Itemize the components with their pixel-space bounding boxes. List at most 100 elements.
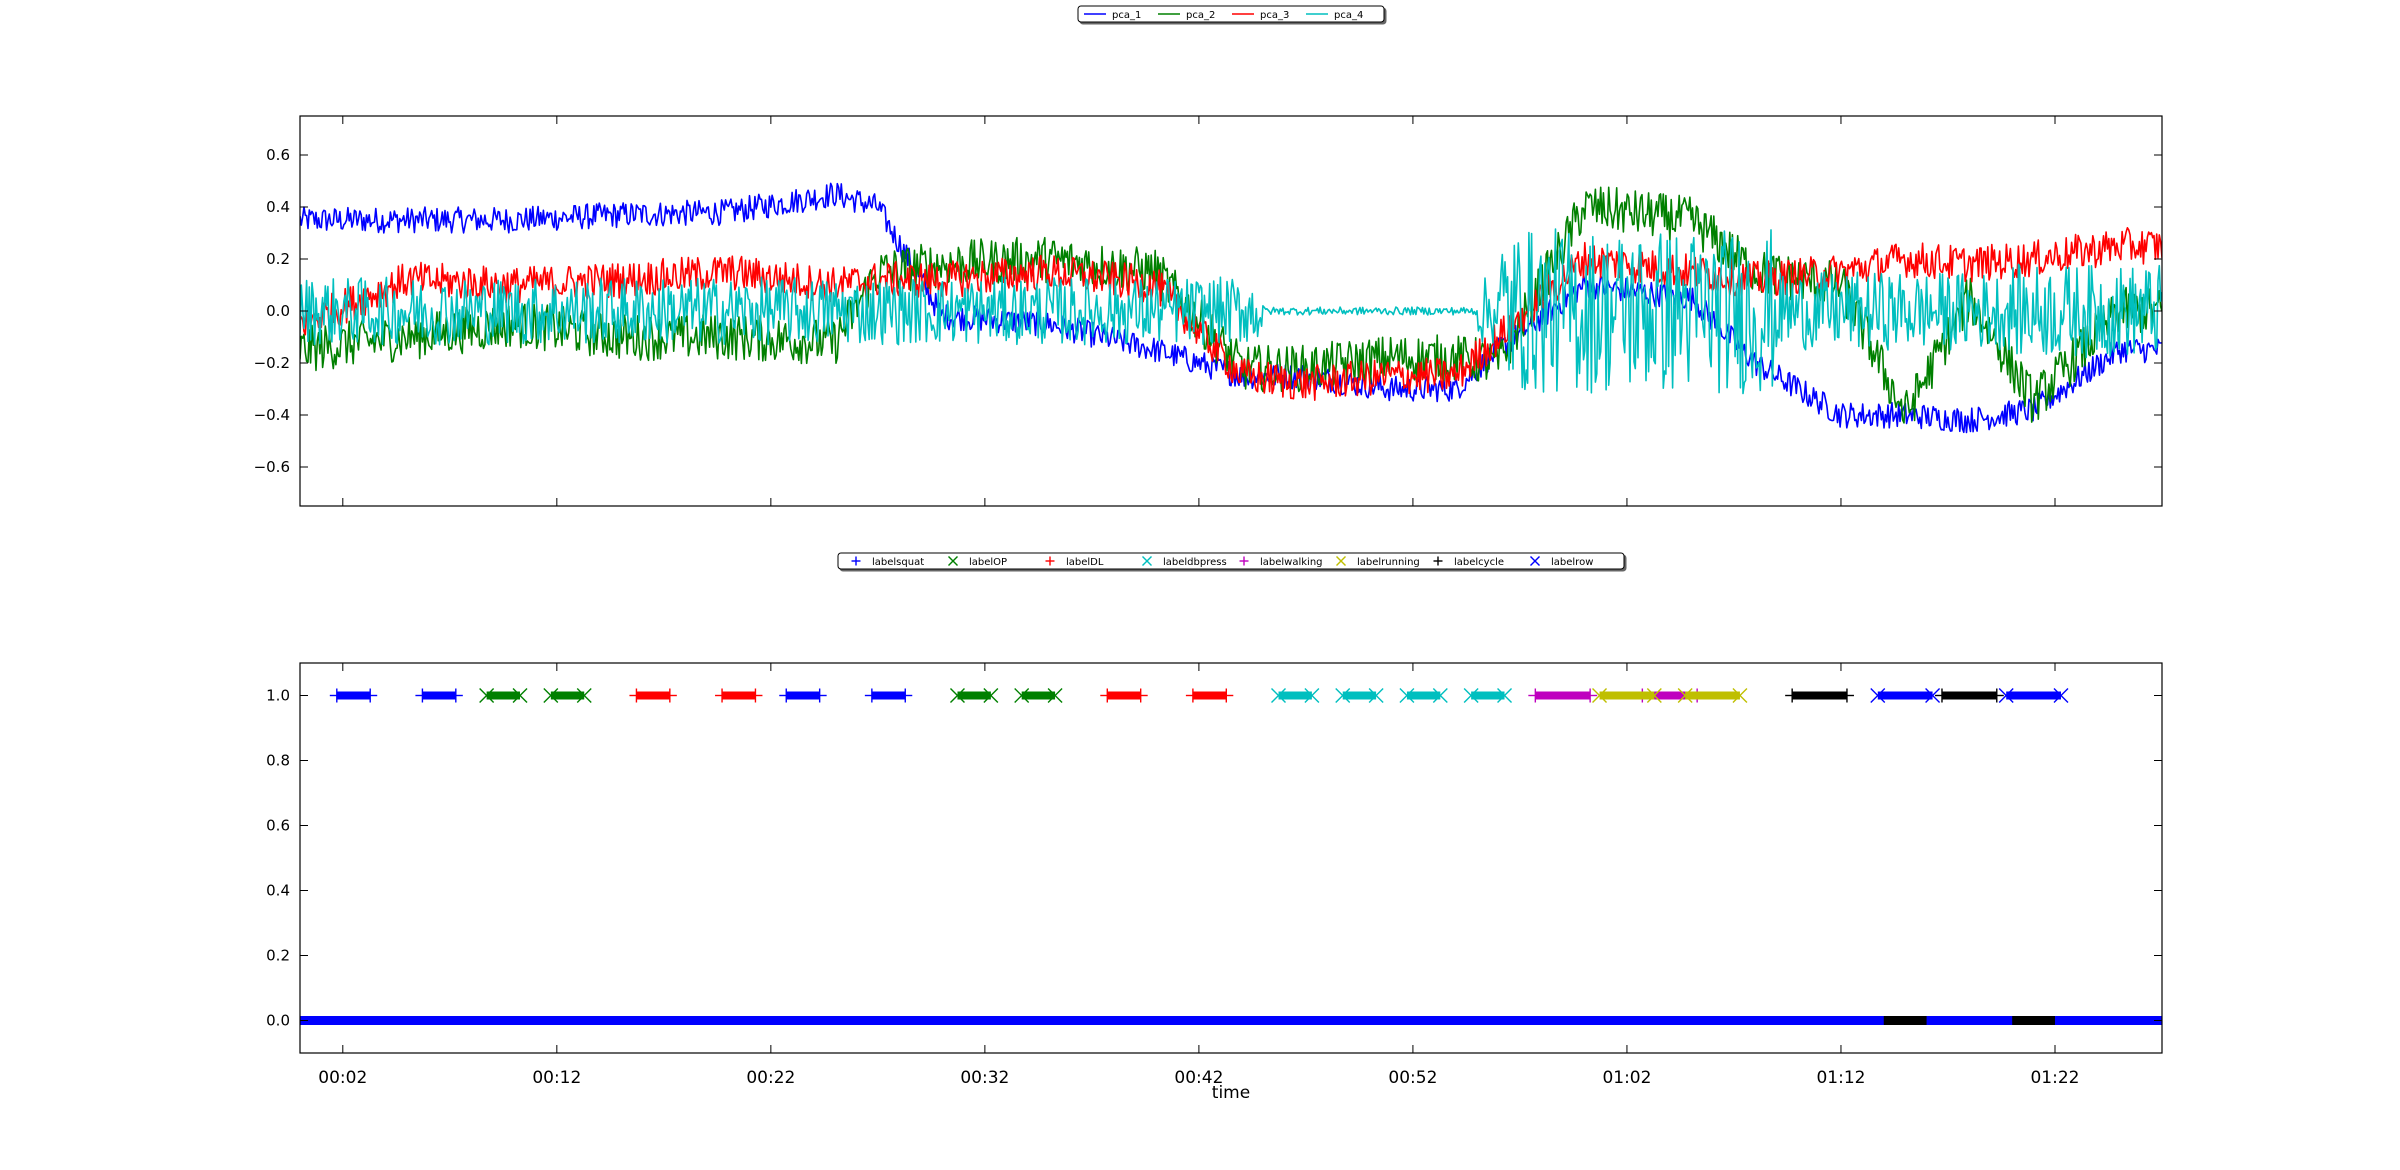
marker-stroke bbox=[1998, 688, 2014, 703]
label-marker-labeldbpress bbox=[1271, 688, 1287, 703]
x-tick-label: 01:22 bbox=[2030, 1068, 2079, 1088]
legend-label: labelcycle bbox=[1454, 557, 1504, 568]
marker-stroke bbox=[1463, 688, 1479, 703]
label-marker-labelsquat bbox=[898, 688, 913, 703]
x-tick-label: 01:12 bbox=[1816, 1068, 1865, 1088]
legend-label: pca_1 bbox=[1112, 10, 1141, 21]
y-tick-label: 0.4 bbox=[266, 198, 290, 216]
legend-label: labelrunning bbox=[1357, 557, 1420, 568]
x-tick-label: 00:52 bbox=[1388, 1068, 1437, 1088]
marker-stroke bbox=[983, 688, 999, 703]
series-line-pca_4 bbox=[300, 228, 2162, 395]
label-marker-labelrow bbox=[1998, 688, 2014, 703]
marker-stroke bbox=[1336, 556, 1346, 566]
label-marker-labeldbpress bbox=[1432, 688, 1448, 703]
marker-stroke bbox=[543, 688, 559, 703]
marker-stroke bbox=[1335, 688, 1351, 703]
label-marker-labelsquat bbox=[779, 688, 794, 703]
bottom-x-axis-label: time bbox=[1212, 1083, 1250, 1103]
marker-stroke bbox=[512, 688, 528, 703]
legend-item-pca_3: pca_3 bbox=[1232, 10, 1289, 21]
y-tick-label: −0.2 bbox=[254, 354, 290, 372]
label-marker-labeldbpress bbox=[1399, 688, 1415, 703]
legend-label: pca_3 bbox=[1260, 10, 1289, 21]
label-marker-labelsquat bbox=[864, 688, 879, 703]
top-plot-area bbox=[300, 182, 2162, 434]
y-tick-label: 0.2 bbox=[266, 947, 290, 965]
y-tick-label: 0.8 bbox=[266, 752, 290, 770]
y-tick-label: 1.0 bbox=[266, 687, 290, 705]
label-marker-labelOP bbox=[576, 688, 592, 703]
legend-box bbox=[1077, 5, 1385, 23]
legend-label: pca_4 bbox=[1334, 10, 1363, 21]
legend-item-pca_4: pca_4 bbox=[1306, 10, 1363, 21]
marker-stroke bbox=[1432, 688, 1448, 703]
label-marker-labelcycle bbox=[1839, 688, 1854, 703]
legend-swatch bbox=[1433, 556, 1443, 566]
label-marker-labelOP bbox=[949, 688, 965, 703]
legend-item-pca_1: pca_1 bbox=[1084, 10, 1141, 21]
series-line-pca_3 bbox=[300, 227, 2162, 401]
label-marker-labelrow bbox=[2053, 688, 2069, 703]
marker-stroke bbox=[479, 688, 495, 703]
label-marker-labelDL bbox=[662, 688, 677, 703]
label-marker-labelDL bbox=[748, 688, 763, 703]
marker-stroke bbox=[1368, 688, 1384, 703]
legend-box bbox=[837, 552, 1625, 570]
label-marker-labelsquat bbox=[448, 688, 463, 703]
legend-item-labelcycle: labelcycle bbox=[1433, 556, 1504, 568]
marker-stroke bbox=[949, 688, 965, 703]
label-marker-labelsquat bbox=[329, 688, 344, 703]
label-marker-labelcycle bbox=[1989, 688, 2004, 703]
legend-swatch bbox=[1336, 556, 1346, 566]
marker-stroke bbox=[1677, 688, 1693, 703]
label-marker-labelrunning bbox=[1592, 688, 1608, 703]
marker-stroke bbox=[1014, 688, 1030, 703]
y-tick-label: 0.4 bbox=[266, 882, 290, 900]
legend-item-pca_2: pca_2 bbox=[1158, 10, 1215, 21]
legend-swatch bbox=[1045, 556, 1055, 566]
marker-stroke bbox=[1304, 688, 1320, 703]
y-tick-label: 0.6 bbox=[266, 817, 290, 835]
x-tick-label: 00:12 bbox=[532, 1068, 581, 1088]
label-marker-labelDL bbox=[1133, 688, 1148, 703]
marker-stroke bbox=[1399, 688, 1415, 703]
top-x-axis bbox=[342, 116, 2056, 506]
legend-swatch bbox=[1239, 556, 1249, 566]
label-marker-labelrunning bbox=[1732, 688, 1748, 703]
marker-stroke bbox=[1047, 688, 1063, 703]
marker-stroke bbox=[1870, 688, 1886, 703]
label-marker-labelOP bbox=[543, 688, 559, 703]
label-marker-labelrow bbox=[1925, 688, 1941, 703]
label-marker-labelDL bbox=[1219, 688, 1234, 703]
legend-item-labelDL: labelDL bbox=[1045, 556, 1104, 568]
top-legend: pca_1 pca_2 pca_3 pca_4 bbox=[1077, 5, 1385, 23]
marker-stroke bbox=[2053, 688, 2069, 703]
bottom-legend: labelsquat labelOP labelDL labeldbpress labe… bbox=[837, 552, 1625, 570]
legend-label: labeldbpress bbox=[1163, 557, 1227, 568]
legend-swatch bbox=[1530, 556, 1540, 566]
marker-stroke bbox=[948, 556, 958, 566]
legend-swatch bbox=[1142, 556, 1152, 566]
label-marker-labelrow bbox=[1870, 688, 1886, 703]
marker-stroke bbox=[576, 688, 592, 703]
label-marker-labelsquat bbox=[363, 688, 378, 703]
legend-item-labelrow: labelrow bbox=[1530, 556, 1593, 568]
y-tick-label: 0.2 bbox=[266, 250, 290, 268]
label-marker-labeldbpress bbox=[1497, 688, 1513, 703]
legend-item-labeldbpress: labeldbpress bbox=[1142, 556, 1227, 568]
label-marker-labelOP bbox=[983, 688, 999, 703]
y-tick-label: 0.6 bbox=[266, 146, 290, 164]
marker-stroke bbox=[1732, 688, 1748, 703]
x-tick-label: 00:42 bbox=[1174, 1068, 1223, 1088]
x-tick-label: 00:22 bbox=[746, 1068, 795, 1088]
label-marker-labelsquat bbox=[812, 688, 827, 703]
label-marker-labelOP bbox=[1014, 688, 1030, 703]
bottom-chart: 1.00.80.60.40.20.0 00:02 00:12 00:22 00:32 0… bbox=[266, 662, 2163, 1103]
legend-label: labelwalking bbox=[1260, 557, 1323, 568]
legend-item-labelsquat: labelsquat bbox=[851, 556, 924, 568]
x-tick-label: 00:32 bbox=[960, 1068, 1009, 1088]
bottom-y-axis: 1.0 0.8 0.6 0.4 0.2 0.0 bbox=[266, 687, 2162, 1030]
legend-swatch bbox=[948, 556, 958, 566]
